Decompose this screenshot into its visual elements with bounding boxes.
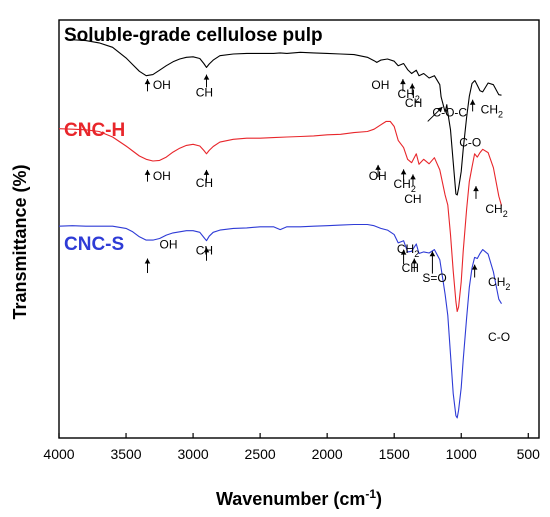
peak-annotation: CH2 <box>398 87 420 104</box>
peak-arrow-head <box>203 74 210 80</box>
peak-annotation: CH <box>196 85 213 99</box>
peak-annotation: OH <box>153 78 171 92</box>
peak-arrow-head <box>471 264 478 270</box>
peak-annotation: S=O <box>422 271 446 285</box>
peak-arrow-head <box>375 164 381 170</box>
x-tick-label: 1000 <box>446 446 477 462</box>
y-axis-title: Transmittance (%) <box>10 164 30 319</box>
x-tick-label: 500 <box>517 446 541 462</box>
peak-annotation: C-O-C <box>432 105 467 119</box>
peak-annotation: OH <box>153 169 171 183</box>
x-tick-label: 3000 <box>178 446 209 462</box>
x-axis-ticks: 4000 3500 3000 2500 2000 1500 1000 500 <box>43 433 540 462</box>
x-tick-label: 1500 <box>379 446 410 462</box>
plot-frame-group <box>58 19 540 439</box>
peak-annotation: OH <box>160 238 178 252</box>
peak-arrow-head <box>203 169 210 175</box>
peak-annotation: CH <box>196 244 213 258</box>
peak-annotation: OH <box>371 78 389 92</box>
peak-annotation: CH2 <box>397 242 419 259</box>
peak-annotation: CH2 <box>481 103 503 120</box>
peak-arrow-head <box>144 169 151 175</box>
x-tick-label: 2000 <box>312 446 343 462</box>
peak-arrow-head <box>410 174 416 180</box>
peak-arrows <box>144 74 479 278</box>
peak-annotation: C-O <box>488 330 510 344</box>
peak-arrow-head <box>429 251 436 257</box>
peak-annotation: CH <box>404 192 421 206</box>
peak-arrow-head <box>473 186 479 192</box>
series-label-cnc-h: CNC-H <box>64 120 125 141</box>
peak-arrow-head <box>144 258 151 264</box>
x-axis-title-superscript: -1 <box>365 487 376 501</box>
peak-annotation: CH2 <box>394 177 416 194</box>
peak-annotation: CH <box>196 176 213 190</box>
series-label-cnc-s: CNC-S <box>64 234 124 255</box>
series-label-soluble-pulp: Soluble-grade cellulose pulp <box>64 25 323 46</box>
x-axis-title-text: Wavenumber (cm <box>216 489 365 509</box>
x-tick-label: 4000 <box>43 446 74 462</box>
peak-arrow-head <box>400 79 406 85</box>
series-line-1 <box>58 120 503 313</box>
peak-arrow-head <box>203 247 210 253</box>
peak-arrow-head <box>469 99 476 105</box>
peak-arrow-head <box>411 258 418 264</box>
series-line-2 <box>58 223 502 419</box>
peak-arrow-head <box>409 83 416 89</box>
x-axis-title: Wavenumber (cm-1) <box>216 487 382 509</box>
spectra-lines <box>58 38 503 419</box>
plot-frame <box>58 19 540 439</box>
peak-arrow-head <box>436 106 443 113</box>
peak-annotation: CH <box>405 96 422 110</box>
peak-arrow-head <box>144 79 151 85</box>
x-axis-title-end: ) <box>376 489 382 509</box>
x-tick-label: 3500 <box>110 446 141 462</box>
peak-arrow-head <box>400 249 407 255</box>
peak-annotation: CH2 <box>485 202 507 219</box>
series-line-0 <box>68 38 502 196</box>
peak-annotation: CH2 <box>488 275 510 292</box>
peak-annotation: C-O <box>459 136 481 150</box>
x-tick-label: 2500 <box>245 446 276 462</box>
peak-arrow-head <box>400 169 407 175</box>
